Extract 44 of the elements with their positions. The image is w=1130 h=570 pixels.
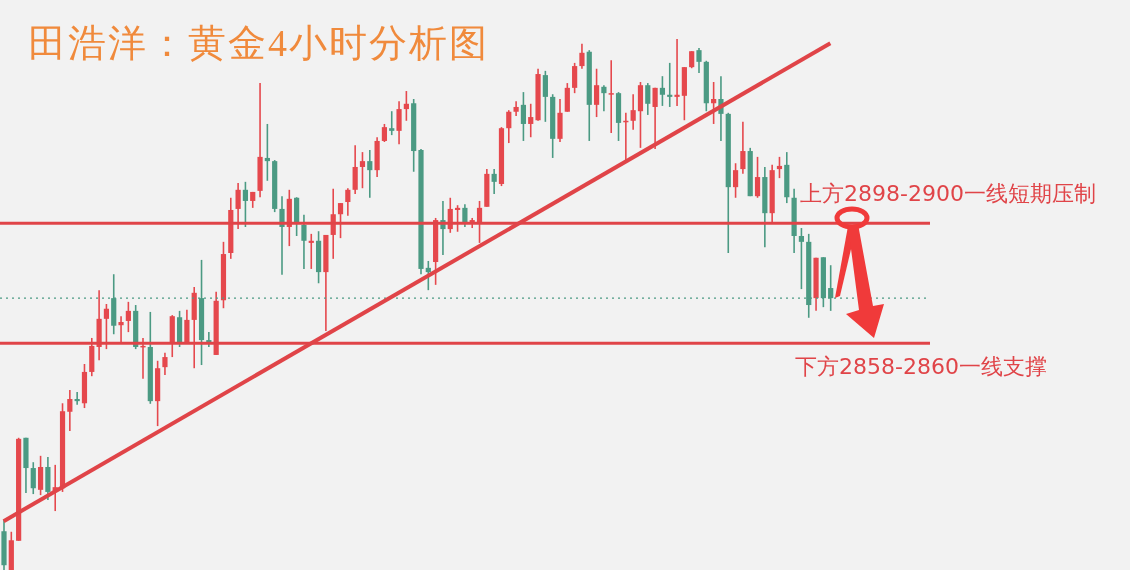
candlestick xyxy=(520,91,527,142)
candlestick xyxy=(579,42,585,70)
candlestick xyxy=(674,39,680,107)
candlestick xyxy=(711,81,717,125)
candlestick xyxy=(367,149,373,199)
candlestick xyxy=(162,352,168,376)
candlestick xyxy=(740,121,746,175)
candlestick xyxy=(593,67,600,118)
candlestick xyxy=(732,162,739,199)
candlestick xyxy=(601,84,607,113)
candlestick xyxy=(67,389,73,432)
candlestick xyxy=(301,213,307,270)
candlestick xyxy=(659,75,666,107)
candlestick xyxy=(279,195,285,276)
candlestick xyxy=(396,100,402,145)
candlestick xyxy=(381,123,388,143)
candlestick xyxy=(506,109,512,144)
chart-title: 田浩洋：黄金4小时分析图 xyxy=(28,21,489,66)
candlestick xyxy=(798,227,805,290)
candlestick xyxy=(542,70,548,123)
candlestick xyxy=(608,59,614,134)
candlestick xyxy=(645,82,651,116)
ref-line-label: 上方2898-2900一线短期压制 xyxy=(800,181,1096,207)
candlestick xyxy=(308,233,314,270)
candlestick xyxy=(125,301,131,333)
candlestick xyxy=(352,144,358,195)
candlestick xyxy=(74,391,80,406)
candlestick xyxy=(754,156,761,199)
candlestick xyxy=(630,93,636,131)
candlestick xyxy=(30,461,36,495)
candlestick xyxy=(359,151,366,190)
candlestick xyxy=(345,187,351,217)
candlestick xyxy=(572,62,578,94)
candlestick xyxy=(37,455,44,496)
candlestick xyxy=(528,102,534,139)
candlestick xyxy=(652,87,658,150)
candlestick xyxy=(696,47,702,74)
candlestick xyxy=(564,82,570,113)
candlestick xyxy=(425,260,431,291)
candlestick xyxy=(667,62,673,108)
candlestick xyxy=(491,168,497,195)
candlestick xyxy=(242,181,249,228)
ref-line-label: 下方2858-2860一线支撑 xyxy=(795,354,1047,380)
candlestick xyxy=(389,110,395,136)
